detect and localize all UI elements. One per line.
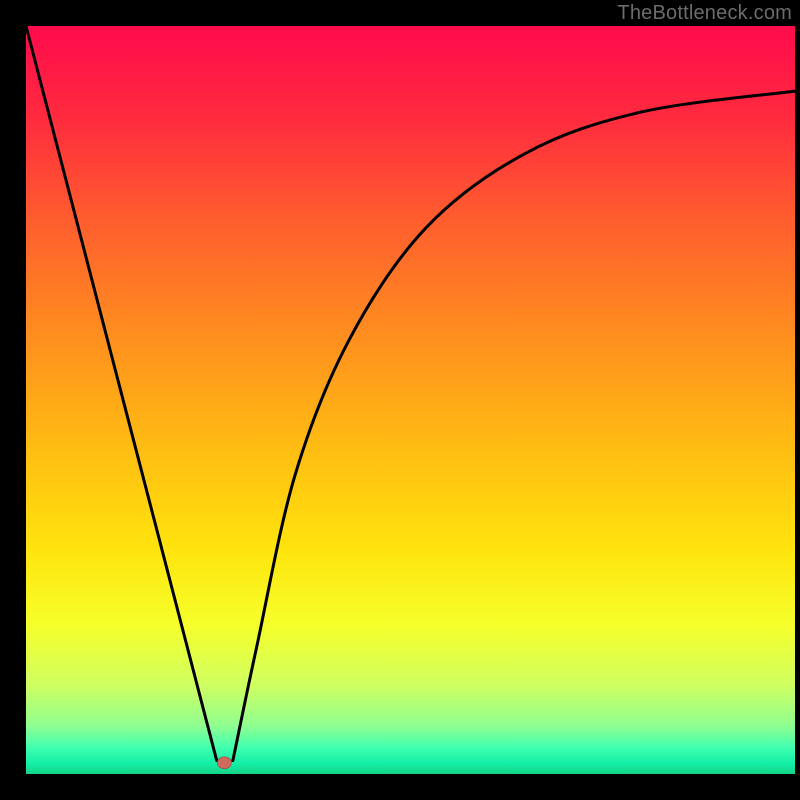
chart-svg xyxy=(26,26,795,774)
chart-frame xyxy=(26,26,795,774)
plot-area xyxy=(26,26,795,774)
watermark-text: TheBottleneck.com xyxy=(617,2,792,25)
minimum-marker xyxy=(217,757,231,769)
gradient-background xyxy=(26,26,795,774)
